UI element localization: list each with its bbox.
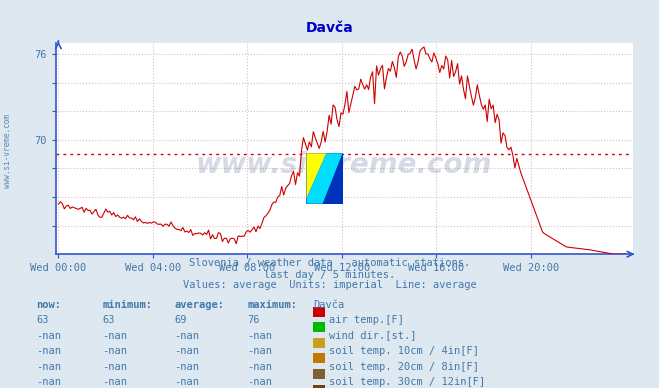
Text: 63: 63: [36, 315, 49, 325]
Text: maximum:: maximum:: [247, 300, 297, 310]
Text: last day / 5 minutes.: last day / 5 minutes.: [264, 270, 395, 280]
Text: soil temp. 10cm / 4in[F]: soil temp. 10cm / 4in[F]: [329, 346, 479, 356]
Text: -nan: -nan: [247, 346, 272, 356]
Text: www.si-vreme.com: www.si-vreme.com: [196, 151, 492, 179]
Text: 76: 76: [247, 315, 260, 325]
Text: soil temp. 30cm / 12in[F]: soil temp. 30cm / 12in[F]: [329, 377, 485, 387]
Polygon shape: [306, 153, 326, 199]
Text: wind dir.[st.]: wind dir.[st.]: [329, 331, 416, 341]
Polygon shape: [306, 153, 343, 204]
Text: -nan: -nan: [175, 362, 200, 372]
Text: -nan: -nan: [102, 362, 127, 372]
Text: Slovenia / weather data - automatic stations.: Slovenia / weather data - automatic stat…: [189, 258, 470, 268]
Text: 69: 69: [175, 315, 187, 325]
Polygon shape: [306, 153, 343, 204]
Text: Davča: Davča: [313, 300, 344, 310]
Text: now:: now:: [36, 300, 61, 310]
Text: -nan: -nan: [175, 377, 200, 387]
Text: www.si-vreme.com: www.si-vreme.com: [3, 114, 13, 188]
Text: minimum:: minimum:: [102, 300, 152, 310]
Text: -nan: -nan: [247, 362, 272, 372]
Text: -nan: -nan: [102, 377, 127, 387]
Text: -nan: -nan: [36, 331, 61, 341]
Text: -nan: -nan: [36, 377, 61, 387]
Text: -nan: -nan: [102, 346, 127, 356]
Text: -nan: -nan: [247, 377, 272, 387]
Text: -nan: -nan: [247, 331, 272, 341]
Text: 63: 63: [102, 315, 115, 325]
Text: air temp.[F]: air temp.[F]: [329, 315, 404, 325]
Text: -nan: -nan: [102, 331, 127, 341]
Text: soil temp. 20cm / 8in[F]: soil temp. 20cm / 8in[F]: [329, 362, 479, 372]
Text: -nan: -nan: [36, 362, 61, 372]
Text: Davča: Davča: [306, 21, 353, 35]
Text: -nan: -nan: [36, 346, 61, 356]
Text: -nan: -nan: [175, 331, 200, 341]
Polygon shape: [323, 153, 343, 204]
Text: Values: average  Units: imperial  Line: average: Values: average Units: imperial Line: av…: [183, 280, 476, 290]
Text: -nan: -nan: [175, 346, 200, 356]
Text: average:: average:: [175, 300, 225, 310]
